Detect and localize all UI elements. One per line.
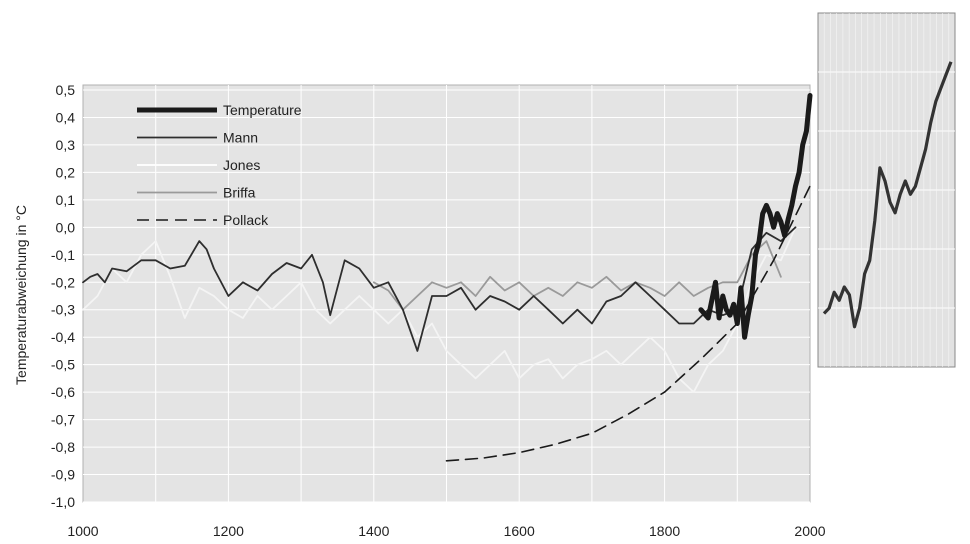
- x-tick-labels: 1000 1200 1400 1600 1800 2000: [67, 523, 825, 539]
- legend-label-jones: Jones: [223, 157, 260, 173]
- y-tick-label: -0,2: [51, 274, 75, 290]
- vertical-gridlines: [155, 85, 738, 502]
- legend-label-mann: Mann: [223, 130, 258, 146]
- y-tick-label: -1,0: [51, 494, 75, 510]
- y-tick-label: -0,5: [51, 357, 75, 373]
- y-tick-label: 0,3: [56, 137, 76, 153]
- main-chart: 0,5 0,4 0,3 0,2 0,1 0,0 -0,1 -0,2 -0,3 -0,4 -0,5 -0…: [13, 82, 826, 539]
- x-tick-label: 2000: [794, 523, 825, 539]
- series-line-pollack: [445, 185, 811, 462]
- inset-chart: [817, 12, 956, 368]
- series-line-mann: [82, 226, 797, 352]
- inset-series-line: [822, 61, 953, 329]
- y-tick-label: 0,2: [56, 164, 76, 180]
- y-axis-label: Temperaturabweichung in °C: [13, 205, 29, 385]
- y-tick-label: -0,7: [51, 412, 75, 428]
- x-tick-label: 1800: [649, 523, 680, 539]
- series-line-temperature: [698, 93, 813, 340]
- inset-gridlines: [818, 13, 955, 367]
- x-tick-label: 1400: [358, 523, 389, 539]
- y-tick-label: 0,0: [56, 219, 76, 235]
- series-line-jones: [82, 226, 797, 394]
- legend-label-temperature: Temperature: [223, 102, 302, 118]
- y-tick-label: -0,8: [51, 439, 75, 455]
- x-tick-label: 1200: [213, 523, 244, 539]
- y-tick-label: -0,6: [51, 384, 75, 400]
- y-tick-label: -0,1: [51, 247, 75, 263]
- y-tick-label: 0,4: [56, 109, 76, 125]
- series-layer: [82, 93, 813, 462]
- y-tick-label: -0,9: [51, 467, 75, 483]
- legend: Temperature Mann Jones Briffa Pollack: [137, 102, 302, 228]
- inset-series-layer: [822, 61, 953, 329]
- y-tick-label: 0,1: [56, 192, 76, 208]
- y-tick-label: -0,3: [51, 302, 75, 318]
- x-tick-label: 1000: [67, 523, 98, 539]
- y-tick-label: 0,5: [56, 82, 76, 98]
- y-tick-label: -0,4: [51, 329, 75, 345]
- y-tick-labels: 0,5 0,4 0,3 0,2 0,1 0,0 -0,1 -0,2 -0,3 -0,4 -0,5 -0…: [51, 82, 75, 510]
- legend-label-briffa: Briffa: [223, 185, 256, 201]
- x-tick-label: 1600: [504, 523, 535, 539]
- legend-label-pollack: Pollack: [223, 212, 269, 228]
